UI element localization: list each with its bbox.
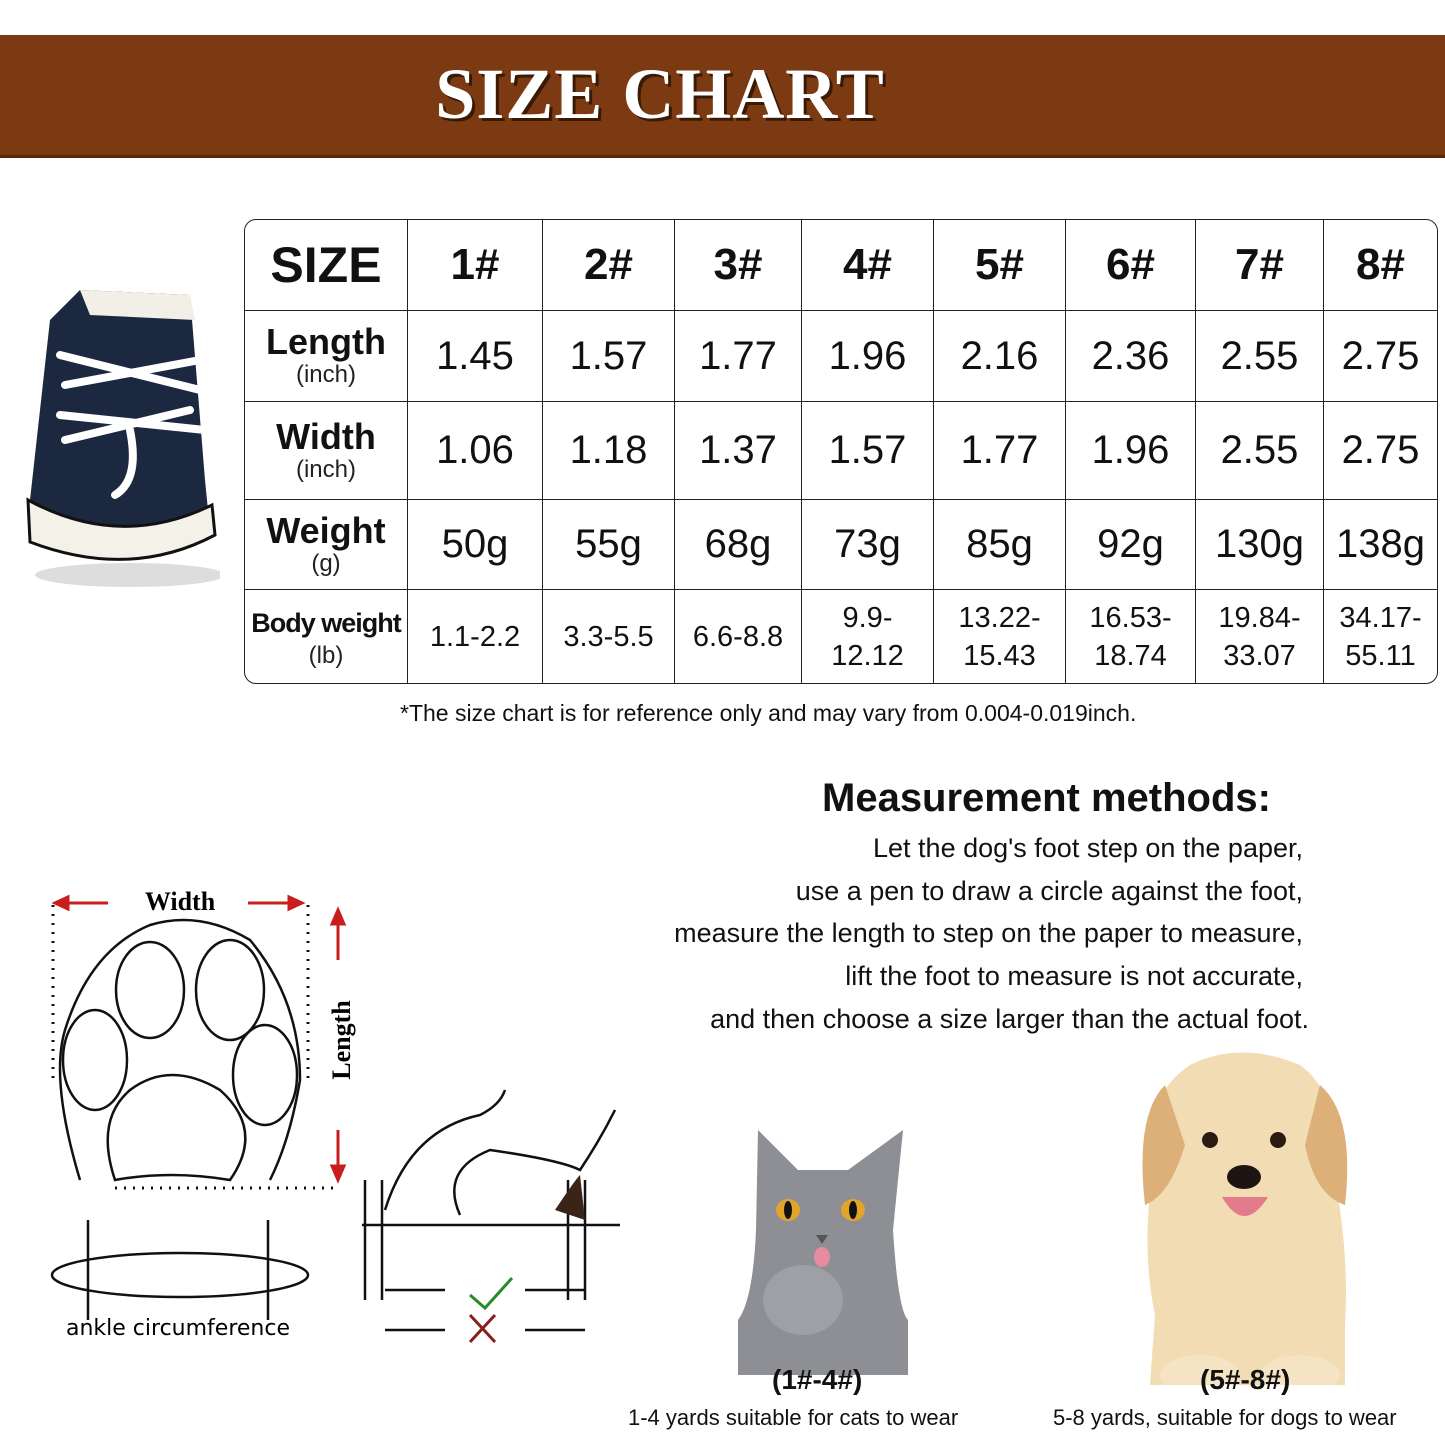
cell: 55g (543, 500, 675, 590)
size-col: 1# (408, 220, 543, 311)
cell-line: 13.22- (958, 601, 1041, 634)
table-row-width: Width (inch) 1.06 1.18 1.37 1.57 1.77 1.9… (245, 402, 1437, 500)
row-label: Width (276, 415, 376, 457)
ankle-label: ankle circumference (66, 1316, 290, 1341)
row-unit: (lb) (308, 641, 344, 669)
paw-diagram: Width Length ankle circumference (50, 887, 620, 1344)
cell-line: 19.84- (1218, 601, 1301, 634)
dog-caption: 5-8 yards, suitable for dogs to wear (1053, 1405, 1397, 1430)
cell: 138g (1324, 500, 1437, 590)
row-label: Body weight (251, 607, 402, 638)
row-label: Weight (266, 509, 386, 551)
size-col: 4# (802, 220, 934, 311)
cell-line: 3.3-5.5 (563, 620, 654, 653)
cell: 130g (1196, 500, 1324, 590)
cell: 1.77 (934, 402, 1066, 500)
cell: 1.57 (543, 311, 675, 402)
table-row-body-weight: Body weight (lb) 1.1-2.2 3.3-5.5 6.6-8.8 … (245, 590, 1437, 683)
size-col: 8# (1324, 220, 1437, 311)
cell: 2.75 (1324, 402, 1437, 500)
size-col: 6# (1066, 220, 1196, 311)
cell-line: 33.07 (1223, 639, 1296, 672)
measurement-line: Let the dog's foot step on the paper, (873, 833, 1303, 863)
cell: 85g (934, 500, 1066, 590)
cell-line: 55.11 (1345, 639, 1416, 672)
cell: 1.37 (675, 402, 802, 500)
cat-caption: 1-4 yards suitable for cats to wear (628, 1405, 959, 1430)
size-note: *The size chart is for reference only an… (400, 700, 1137, 726)
measurement-line: lift the foot to measure is not accurate… (845, 961, 1303, 991)
cell-line: 1.1-2.2 (429, 620, 521, 653)
cell: 50g (408, 500, 543, 590)
shoe-image (26, 290, 220, 587)
cell-line: 16.53- (1089, 601, 1172, 634)
measurement-line: use a pen to draw a circle against the f… (795, 876, 1303, 906)
size-col: 5# (934, 220, 1066, 311)
cell: 2.36 (1066, 311, 1196, 402)
cell-line: 18.74 (1094, 639, 1167, 672)
size-table: SIZE 1# 2# 3# 4# 5# 6# 7# 8# Length (inch… (244, 219, 1438, 684)
size-col: 7# (1196, 220, 1324, 311)
table-row-weight: Weight (g) 50g 55g 68g 73g 85g 92g 130g 1… (245, 500, 1437, 590)
cell: 73g (802, 500, 934, 590)
row-unit: (inch) (295, 455, 356, 483)
cell: 2.55 (1196, 402, 1324, 500)
cell: 1.57 (802, 402, 934, 500)
cell-line: 34.17- (1339, 601, 1422, 634)
measurement-line: and then choose a size larger than the a… (710, 1004, 1309, 1034)
row-unit: (g) (311, 549, 341, 577)
table-header-row: SIZE 1# 2# 3# 4# 5# 6# 7# 8# (245, 220, 1437, 311)
cell-line: 15.43 (963, 639, 1036, 672)
size-header: SIZE (245, 220, 408, 311)
cat-image (738, 1130, 908, 1375)
cell: 1.77 (675, 311, 802, 402)
measurement-heading: Measurement methods: (822, 776, 1271, 820)
table-row-length: Length (inch) 1.45 1.57 1.77 1.96 2.16 2.… (245, 311, 1437, 402)
dog-image (1142, 1052, 1348, 1385)
cell: 1.18 (543, 402, 675, 500)
length-label: Length (327, 1000, 356, 1080)
cell: 2.75 (1324, 311, 1437, 402)
cell: 1.06 (408, 402, 543, 500)
cell: 92g (1066, 500, 1196, 590)
page-title: SIZE CHART (435, 54, 885, 134)
cell-line: 6.6-8.8 (692, 620, 784, 653)
size-col: 2# (543, 220, 675, 311)
measurement-line: measure the length to step on the paper … (674, 918, 1303, 948)
row-label: Length (266, 321, 386, 362)
cell: 2.16 (934, 311, 1066, 402)
title-banner: SIZE CHART (0, 35, 1445, 158)
width-label: Width (145, 887, 216, 916)
cell: 68g (675, 500, 802, 590)
cell: 2.55 (1196, 311, 1324, 402)
cell-line: 12.12 (831, 639, 904, 672)
cell: 1.96 (1066, 402, 1196, 500)
cell-line: 9.9- (842, 601, 893, 634)
cat-size-range: (1#-4#) (772, 1364, 863, 1395)
cell: 1.96 (802, 311, 934, 402)
size-col: 3# (675, 220, 802, 311)
cell: 1.45 (408, 311, 543, 402)
row-unit: (inch) (295, 361, 356, 388)
dog-size-range: (5#-8#) (1200, 1364, 1291, 1395)
